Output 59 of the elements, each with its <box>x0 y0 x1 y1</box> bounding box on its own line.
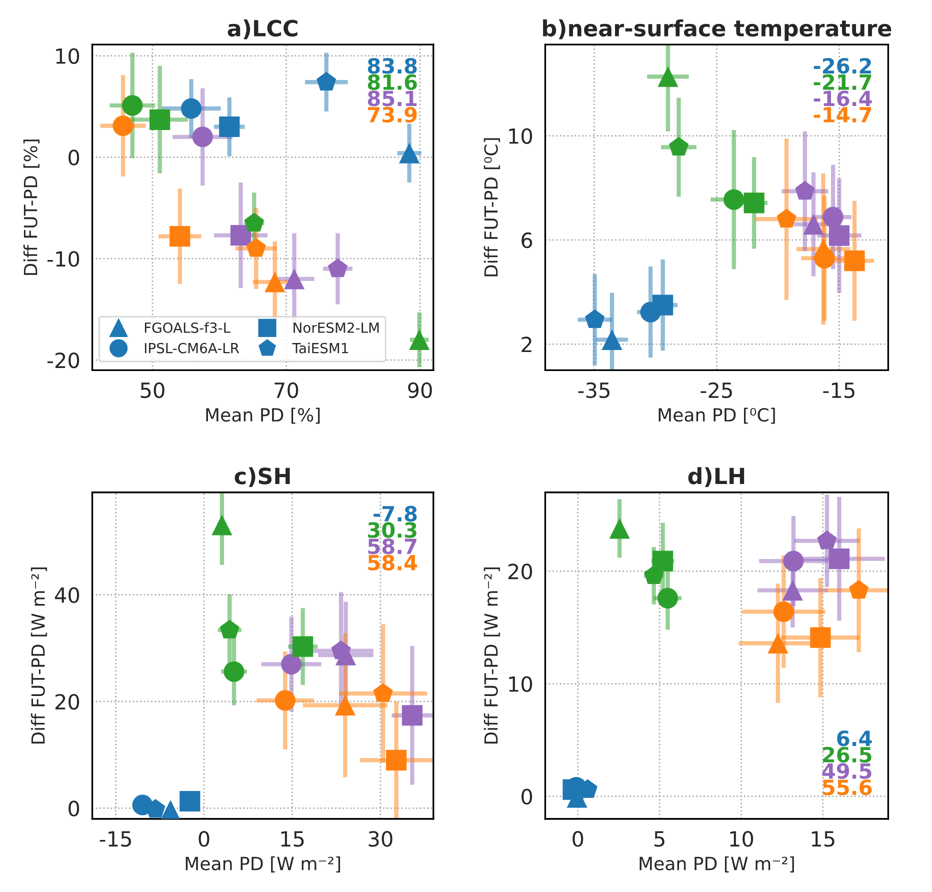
y-tick-label: 40 <box>54 587 80 604</box>
x-tick-label: -15 <box>823 382 854 398</box>
chart-title: a)LCC <box>228 19 298 40</box>
annotation: 49.5 <box>822 763 872 779</box>
y-tick-label: 20 <box>55 694 80 710</box>
y-tick-label: 10 <box>56 48 80 64</box>
x-tick-label: 90 <box>408 382 432 398</box>
x-tick-label: 70 <box>274 382 298 398</box>
y-tick-label: 20 <box>508 564 532 580</box>
y-tick-label: 0 <box>68 150 80 166</box>
annotation: -16.4 <box>814 90 872 106</box>
x-tick-label: 10 <box>730 831 754 847</box>
legend-label: NorESM2-LM <box>294 322 379 333</box>
annotation: -7.8 <box>374 506 417 522</box>
y-tick-label: -20 <box>47 352 80 368</box>
y-tick-label: 0 <box>522 788 532 805</box>
y-axis-title: Diff FUT-PD [%] <box>23 140 40 275</box>
x-axis-title: Mean PD [⁰C] <box>658 408 775 424</box>
annotation: 83.8 <box>368 58 417 74</box>
chart-title: b)near-surface temperature <box>543 19 892 41</box>
x-tick-label: 50 <box>140 382 164 398</box>
y-tick-label: -10 <box>47 251 80 267</box>
annotation: -26.2 <box>814 58 871 74</box>
x-tick-label: -15 <box>100 831 131 847</box>
annotation: 6.4 <box>837 730 872 746</box>
x-tick-label: 15 <box>281 831 304 847</box>
x-tick-label: 0 <box>198 831 210 847</box>
legend-label: TaiESM1 <box>292 342 348 354</box>
annotation: 81.6 <box>368 74 417 90</box>
x-tick-label: 5 <box>654 831 664 847</box>
x-tick-label: -35 <box>578 382 610 398</box>
x-tick-label: 15 <box>812 831 834 847</box>
y-tick-label: 10 <box>509 128 532 144</box>
annotation: 58.4 <box>368 554 418 571</box>
annotation: 30.3 <box>368 522 416 538</box>
y-tick-label: 2 <box>522 336 532 352</box>
x-axis-title: Mean PD [W m⁻²] <box>640 856 794 872</box>
x-axis-title: Mean PD [%] <box>206 408 320 424</box>
chart-title: c)SH <box>234 467 290 487</box>
x-tick-label: 30 <box>368 831 392 847</box>
chart-title: d)LH <box>688 467 744 487</box>
y-tick-label: 6 <box>522 232 532 248</box>
annotation: 85.1 <box>368 90 417 106</box>
annotation: 73.9 <box>368 106 417 123</box>
y-axis-title: Diff FUT-PD [⁰C] <box>484 138 500 276</box>
annotation: -14.7 <box>814 107 872 122</box>
y-axis-title: Diff FUT-PD [W m⁻²] <box>30 567 48 744</box>
annotation: 58.7 <box>368 538 416 554</box>
annotation: 26.5 <box>823 746 872 763</box>
annotation: 55.6 <box>822 779 872 796</box>
y-tick-label: 0 <box>68 800 80 816</box>
y-tick-label: 10 <box>509 676 532 692</box>
y-axis-title: Diff FUT-PD [W m⁻²] <box>484 567 500 744</box>
x-tick-label: 0 <box>572 831 584 847</box>
legend-label: IPSL-CM6A-LR <box>144 342 240 354</box>
annotation: -21.7 <box>814 74 872 90</box>
x-tick-label: -25 <box>700 382 732 398</box>
legend-label: FGOALS-f3-L <box>144 322 230 333</box>
x-axis-title: Mean PD [W m⁻²] <box>186 856 340 872</box>
